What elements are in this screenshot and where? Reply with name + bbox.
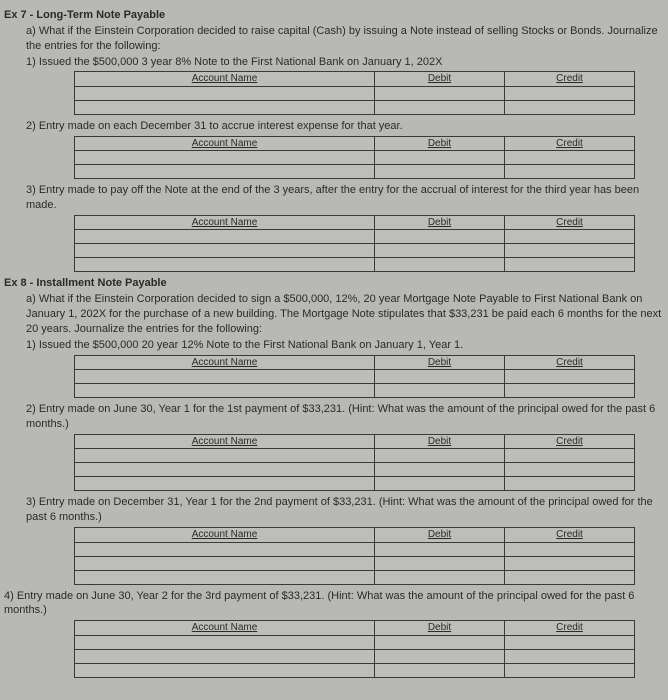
cell [375,649,505,663]
cell [505,384,635,398]
cell [75,463,375,477]
col-credit: Credit [505,528,635,543]
cell [505,570,635,584]
col-account: Account Name [75,355,375,370]
ex8-table-1: Account Name Debit Credit [74,355,635,399]
cell [505,556,635,570]
col-credit: Credit [505,215,635,230]
cell [505,100,635,114]
cell [75,542,375,556]
ex7-p3: 3) Entry made to pay off the Note at the… [26,183,664,213]
cell [505,663,635,677]
cell [75,230,375,244]
cell [505,463,635,477]
ex8-title: Ex 8 - Installment Note Payable [4,276,664,291]
cell [505,477,635,491]
col-account: Account Name [75,528,375,543]
cell [505,244,635,258]
cell [75,384,375,398]
cell [75,165,375,179]
cell [505,258,635,272]
cell [375,86,505,100]
col-debit: Debit [375,215,505,230]
cell [375,230,505,244]
ex7-p2: 2) Entry made on each December 31 to acc… [26,119,664,134]
cell [375,165,505,179]
ex7-a-intro: a) What if the Einstein Corporation deci… [26,24,664,54]
cell [375,477,505,491]
cell [75,570,375,584]
col-account: Account Name [75,136,375,151]
cell [375,449,505,463]
ex7-p1: 1) Issued the $500,000 3 year 8% Note to… [26,55,664,70]
col-debit: Debit [375,355,505,370]
cell [75,556,375,570]
cell [75,258,375,272]
ex8-p3: 3) Entry made on December 31, Year 1 for… [26,495,664,525]
ex8-p2: 2) Entry made on June 30, Year 1 for the… [26,402,664,432]
cell [75,663,375,677]
cell [375,635,505,649]
cell [505,230,635,244]
cell [505,635,635,649]
cell [375,663,505,677]
cell [505,165,635,179]
cell [75,100,375,114]
cell [75,86,375,100]
ex8-table-3: Account Name Debit Credit [74,527,635,585]
cell [75,370,375,384]
ex7-table-1: Account Name Debit Credit [74,71,635,115]
ex7-title: Ex 7 - Long-Term Note Payable [4,8,664,23]
ex7-table-2: Account Name Debit Credit [74,136,635,180]
cell [375,151,505,165]
col-account: Account Name [75,215,375,230]
cell [375,244,505,258]
cell [375,384,505,398]
ex8-table-4: Account Name Debit Credit [74,620,635,678]
ex8-p4: 4) Entry made on June 30, Year 2 for the… [4,589,664,619]
cell [375,542,505,556]
col-account: Account Name [75,434,375,449]
cell [375,556,505,570]
ex8-p1: 1) Issued the $500,000 20 year 12% Note … [26,338,664,353]
col-credit: Credit [505,621,635,636]
col-debit: Debit [375,434,505,449]
cell [375,370,505,384]
cell [375,570,505,584]
cell [505,649,635,663]
cell [505,449,635,463]
col-credit: Credit [505,355,635,370]
col-debit: Debit [375,72,505,87]
col-account: Account Name [75,72,375,87]
col-debit: Debit [375,621,505,636]
col-credit: Credit [505,434,635,449]
cell [375,463,505,477]
cell [375,100,505,114]
cell [75,477,375,491]
cell [505,542,635,556]
cell [375,258,505,272]
col-credit: Credit [505,136,635,151]
ex8-a-intro: a) What if the Einstein Corporation deci… [26,292,664,337]
col-credit: Credit [505,72,635,87]
col-account: Account Name [75,621,375,636]
ex7-table-3: Account Name Debit Credit [74,215,635,273]
cell [75,151,375,165]
ex8-table-2: Account Name Debit Credit [74,434,635,492]
cell [505,86,635,100]
cell [75,244,375,258]
cell [505,151,635,165]
cell [75,449,375,463]
cell [505,370,635,384]
cell [75,649,375,663]
cell [75,635,375,649]
col-debit: Debit [375,136,505,151]
col-debit: Debit [375,528,505,543]
